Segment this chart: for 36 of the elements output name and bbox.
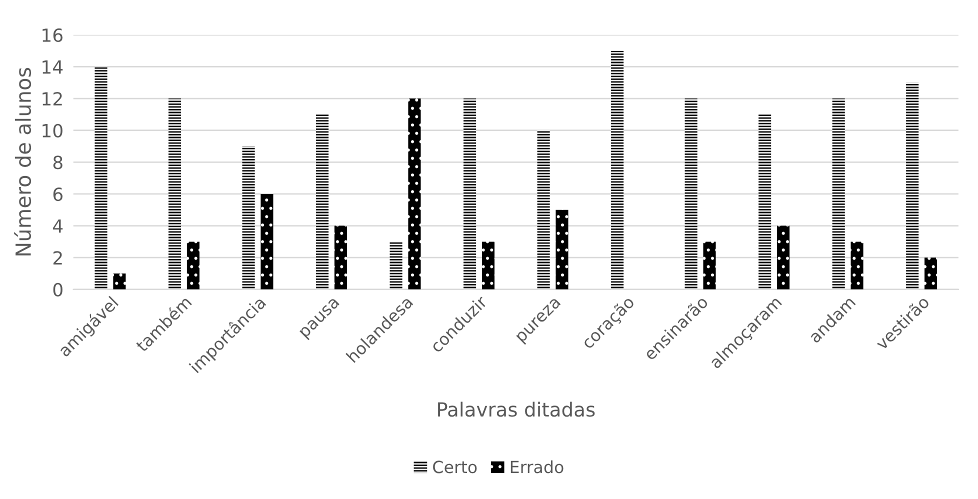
bar [924, 258, 938, 290]
bar [611, 50, 624, 290]
x-axis-title: Palavras ditadas [438, 402, 595, 417]
bar [832, 98, 845, 290]
bar [776, 226, 790, 290]
bar [684, 98, 698, 290]
bar [334, 226, 347, 290]
bar [537, 130, 550, 290]
bar [390, 242, 402, 290]
bar [703, 242, 716, 290]
y-tick-label: 6 [53, 187, 62, 202]
y-tick-label: 10 [42, 124, 62, 138]
legend-label: Errado [510, 460, 564, 474]
y-tick-label: 14 [42, 60, 63, 74]
y-axis-title: Número de alunos [14, 68, 32, 256]
bar [464, 98, 476, 290]
bar [408, 98, 421, 290]
y-tick-label: 16 [42, 28, 62, 42]
bar [242, 146, 255, 290]
y-tick-label: 2 [53, 251, 62, 264]
bar [168, 98, 182, 290]
bar [94, 66, 108, 290]
bar [316, 114, 329, 290]
bar [906, 82, 919, 290]
bar [850, 242, 864, 290]
bar [260, 194, 274, 290]
y-tick-label: 0 [53, 282, 62, 297]
y-tick-label: 8 [53, 156, 62, 170]
bar [482, 242, 495, 290]
bar [556, 210, 568, 290]
legend-label: Certo [433, 460, 477, 474]
y-tick-label: 4 [53, 219, 63, 233]
bar [758, 114, 772, 290]
bar [113, 274, 126, 290]
y-tick-label: 12 [42, 92, 62, 106]
bar [186, 242, 200, 290]
